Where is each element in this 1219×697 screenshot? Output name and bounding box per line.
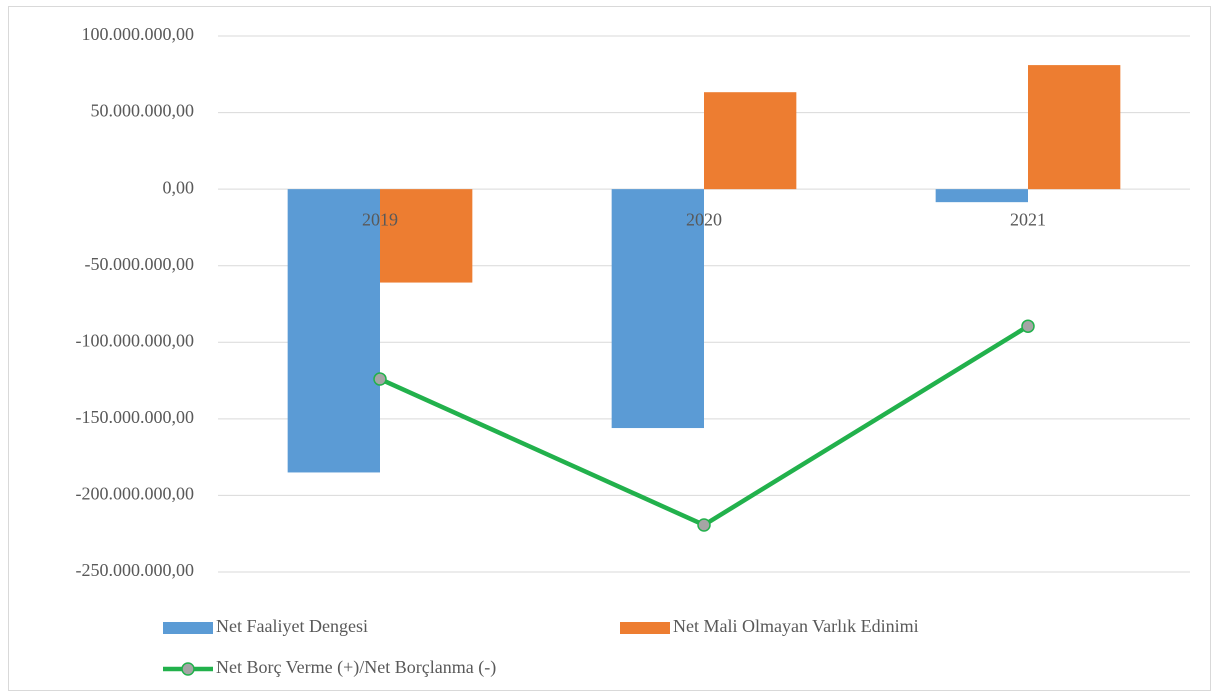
- legend-swatch: [163, 622, 213, 634]
- line-marker: [373, 372, 387, 386]
- y-tick-label: -200.000.000,00: [76, 484, 195, 504]
- legend-swatch: [181, 662, 195, 676]
- y-tick-label: -100.000.000,00: [76, 330, 195, 350]
- bar: [380, 189, 473, 283]
- bar: [287, 189, 380, 473]
- bar: [704, 92, 797, 190]
- chart-frame: [8, 6, 1211, 691]
- x-tick-label: 2019: [362, 209, 398, 229]
- legend-label: Net Borç Verme (+)/Net Borçlanma (-): [216, 657, 496, 678]
- legend-label: Net Faaliyet Dengesi: [216, 616, 368, 636]
- x-tick-label: 2021: [1010, 209, 1046, 229]
- y-tick-label: -250.000.000,00: [76, 560, 195, 580]
- bar: [611, 189, 704, 429]
- y-tick-label: 100.000.000,00: [82, 24, 195, 44]
- y-tick-label: 0,00: [163, 177, 195, 197]
- bar: [935, 189, 1028, 203]
- line-marker: [697, 518, 711, 532]
- y-tick-label: -150.000.000,00: [76, 407, 195, 427]
- legend-swatch: [620, 622, 670, 634]
- legend-label: Net Mali Olmayan Varlık Edinimi: [673, 616, 919, 636]
- line-marker: [1021, 319, 1035, 333]
- x-tick-label: 2020: [686, 209, 722, 229]
- y-tick-label: -50.000.000,00: [85, 254, 195, 274]
- bar: [1028, 65, 1121, 190]
- y-tick-label: 50.000.000,00: [91, 101, 195, 121]
